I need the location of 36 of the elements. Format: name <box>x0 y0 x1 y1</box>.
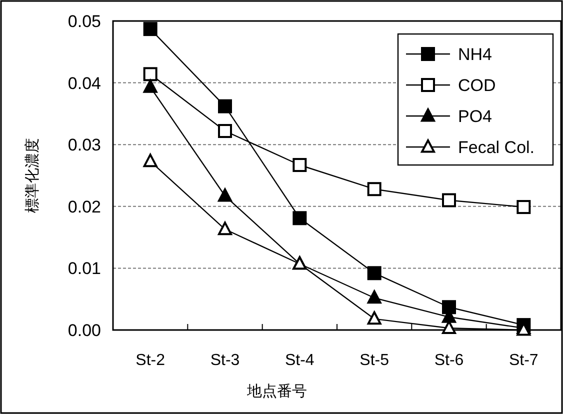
point <box>218 188 232 202</box>
point <box>292 158 307 172</box>
point <box>218 124 232 138</box>
y-axis-title: 標準化濃度 <box>24 138 41 213</box>
y-tick-label: 0.00 <box>68 321 101 340</box>
x-tick-label: St-5 <box>360 352 390 369</box>
point <box>367 182 382 196</box>
x-axis-title: 地点番号 <box>246 383 307 400</box>
point <box>218 99 232 114</box>
x-tick-label: St-4 <box>284 352 314 369</box>
x-tick-label: St-6 <box>434 352 464 369</box>
legend-label: NH4 <box>458 45 492 64</box>
legend-label: Fecal Col. <box>458 138 535 157</box>
y-tick-label: 0.05 <box>68 12 101 31</box>
point <box>516 200 531 214</box>
point <box>143 154 158 168</box>
y-tick-label: 0.02 <box>68 197 101 216</box>
x-tick-label: St-7 <box>508 352 538 369</box>
y-tick-label: 0.01 <box>68 259 101 278</box>
point <box>292 211 307 226</box>
point <box>218 222 232 236</box>
y-tick-label: 0.03 <box>68 136 101 155</box>
point <box>367 266 382 280</box>
x-tick-label: St-3 <box>210 352 240 369</box>
point <box>367 290 382 304</box>
point <box>143 67 158 82</box>
legend-label: PO4 <box>458 107 492 126</box>
point <box>143 80 158 93</box>
x-tick-label: St-2 <box>136 352 166 369</box>
legend-label: COD <box>458 76 496 95</box>
y-tick-label: 0.04 <box>68 74 101 93</box>
point <box>143 22 158 36</box>
point <box>442 300 456 314</box>
point <box>367 311 382 325</box>
point <box>442 193 456 208</box>
point <box>442 320 456 334</box>
